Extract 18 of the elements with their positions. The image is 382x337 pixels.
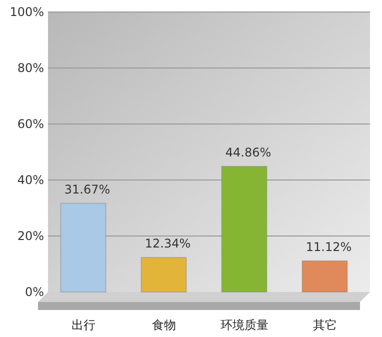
- data-label: 31.67%: [64, 182, 110, 196]
- y-tick-label: 60%: [17, 117, 44, 131]
- data-label: 44.86%: [225, 145, 272, 160]
- y-tick-label: 0%: [24, 285, 44, 299]
- x-tick-label: 环境质量: [220, 318, 268, 332]
- x-tick-label: 出行: [71, 318, 96, 332]
- bar: [140, 256, 187, 292]
- y-tick-label: 40%: [17, 173, 44, 187]
- data-label: 11.12%: [306, 240, 352, 254]
- bar: [221, 166, 268, 292]
- x-tick-label: 食物: [152, 318, 176, 332]
- bar: [302, 260, 348, 292]
- y-tick-label: 100%: [10, 5, 44, 19]
- y-tick-label: 20%: [17, 229, 44, 243]
- data-label: 12.34%: [144, 236, 191, 250]
- x-tick-label: 其它: [312, 318, 337, 332]
- bar: [60, 202, 106, 292]
- y-tick-label: 80%: [17, 61, 44, 75]
